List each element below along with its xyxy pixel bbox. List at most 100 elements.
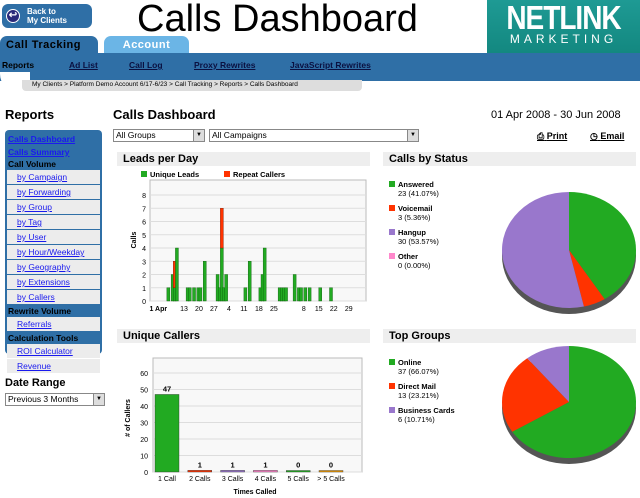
back-arrow-icon: ↩ (6, 9, 20, 23)
campaign-filter-select[interactable]: All Campaigns ▼ (209, 129, 419, 142)
x-tick-label: 20 (195, 306, 203, 313)
y-tick-label: 2 (142, 273, 146, 280)
panel-title-leads: Leads per Day (117, 152, 370, 166)
sidebar-heading: Call Volume (8, 159, 57, 169)
bar-times-called (318, 470, 344, 473)
sidebar-item-by-callers[interactable]: by Callers (7, 290, 100, 304)
legend-repeat-callers: Repeat Callers (224, 170, 285, 179)
data-label: 47 (163, 384, 171, 393)
sidebar-item-by-extensions[interactable]: by Extensions (7, 275, 100, 289)
data-label: 0 (296, 461, 300, 470)
nav-javascript-rewrites[interactable]: JavaScript Rewrites (290, 60, 371, 70)
print-button[interactable]: ⎙ Print (537, 131, 568, 141)
date-range-select[interactable]: Previous 3 Months ▼ (5, 393, 105, 406)
sidebar-item-by-hour-weekday[interactable]: by Hour/Weekday (7, 245, 100, 259)
x-tick-label: 8 (302, 306, 306, 313)
sidebar-link-calls-dashboard[interactable]: Calls Dashboard (8, 134, 76, 144)
groups-pie-slice (512, 346, 636, 458)
chevron-down-icon: ▼ (407, 130, 418, 141)
nav-call-log[interactable]: Call Log (129, 60, 163, 70)
bar-unique-leads (307, 287, 312, 302)
x-tick-label: 11 (240, 306, 247, 313)
plot-area (149, 179, 367, 302)
bar-unique-leads (303, 287, 308, 302)
printer-icon: ⎙ (537, 131, 545, 141)
y-tick-label: 4 (142, 246, 146, 253)
x-tick-label: 5 Calls (287, 476, 309, 483)
x-tick-label: 29 (345, 306, 353, 313)
page-title: Calls Dashboard (113, 107, 216, 122)
bar-times-called (154, 394, 180, 473)
bar-times-called (286, 470, 311, 473)
sidebar-item-referrals[interactable]: Referrals (7, 317, 100, 331)
x-tick-label: 15 (315, 306, 323, 313)
x-tick-label: 18 (255, 306, 263, 313)
sidebar-item-roi-calculator[interactable]: ROI Calculator (7, 344, 100, 358)
legend-hangup: Hangup 30 (53.57%) (389, 228, 439, 246)
x-tick-label: 13 (180, 306, 188, 313)
y-tick-label: 30 (140, 421, 148, 428)
y-tick-label: 7 (142, 206, 146, 213)
bar-unique-leads (188, 287, 192, 302)
sidebar-item-revenue[interactable]: Revenue (7, 359, 100, 373)
bar-unique-leads (166, 287, 171, 302)
y-tick-label: 8 (142, 193, 146, 200)
bar-unique-leads (243, 287, 248, 302)
sidebar-item-by-forwarding[interactable]: by Forwarding (7, 185, 100, 199)
group-filter-select[interactable]: All Groups ▼ (113, 129, 205, 142)
groups-pie-slice (502, 358, 569, 432)
sidebar-link-calls-summary[interactable]: Calls Summary (8, 147, 70, 157)
logo: NETLINK MARKETING (487, 0, 640, 53)
sidebar-item-by-campaign[interactable]: by Campaign (7, 170, 100, 184)
chevron-down-icon: ▼ (93, 394, 104, 405)
y-tick-label: 6 (142, 220, 146, 227)
bar-unique-leads (175, 247, 179, 302)
x-tick-label: 4 Calls (255, 476, 277, 483)
nav-ad-list[interactable]: Ad List (69, 60, 98, 70)
bar-unique-leads (192, 287, 196, 302)
status-pie-slice (569, 192, 637, 300)
y-tick-label: 0 (142, 299, 146, 306)
data-label: 1 (198, 460, 202, 469)
back-to-clients-button[interactable]: ↩ Back to My Clients (2, 4, 92, 28)
y-axis-label: # of Callers (125, 399, 132, 437)
x-tick-label: 2 Calls (189, 476, 211, 483)
x-axis-label: Times Called (233, 489, 276, 496)
bar-unique-leads (284, 287, 288, 302)
header-title: Calls Dashboard (137, 0, 418, 40)
bar-times-called (187, 470, 213, 473)
x-tick-label: 1 Call (158, 476, 176, 483)
legend-unique-leads: Unique Leads (141, 170, 199, 179)
sidebar-item-by-geography[interactable]: by Geography (7, 260, 100, 274)
y-axis-label: Calls (131, 232, 138, 249)
sidebar-title: Reports (5, 107, 55, 122)
bar-repeat-callers (220, 208, 224, 249)
sidebar-heading: Calculation Tools (8, 333, 79, 343)
data-label: 1 (263, 460, 267, 469)
status-pie-slice (569, 250, 605, 307)
x-tick-label: 3 Calls (222, 476, 244, 483)
breadcrumb: My Clients > Platform Demo Account 6/17-… (22, 80, 362, 91)
tab-call-tracking[interactable]: Call Tracking (0, 36, 98, 53)
plot-area (152, 357, 363, 473)
y-tick-label: 10 (140, 454, 148, 461)
y-tick-label: 1 (142, 286, 146, 293)
email-button[interactable]: ◷ Email (590, 131, 625, 141)
sidebar-item-by-group[interactable]: by Group (7, 200, 100, 214)
y-tick-label: 40 (140, 404, 148, 411)
y-tick-label: 3 (142, 259, 146, 266)
nav-reports[interactable]: Reports (2, 60, 35, 70)
bar-unique-leads (247, 261, 252, 302)
legend-voicemail: Voicemail 3 (5.36%) (389, 204, 432, 222)
nav-proxy-rewrites[interactable]: Proxy Rewrites (194, 60, 256, 70)
tab-account[interactable]: Account (104, 36, 189, 53)
chevron-down-icon: ▼ (193, 130, 204, 141)
x-tick-label: 27 (210, 306, 218, 313)
sidebar-item-by-user[interactable]: by User (7, 230, 100, 244)
bar-unique-leads (262, 247, 267, 302)
x-tick-label: 22 (330, 306, 338, 313)
sidebar-item-by-tag[interactable]: by Tag (7, 215, 100, 229)
bar-unique-leads (203, 261, 207, 302)
bar-unique-leads (198, 287, 203, 302)
